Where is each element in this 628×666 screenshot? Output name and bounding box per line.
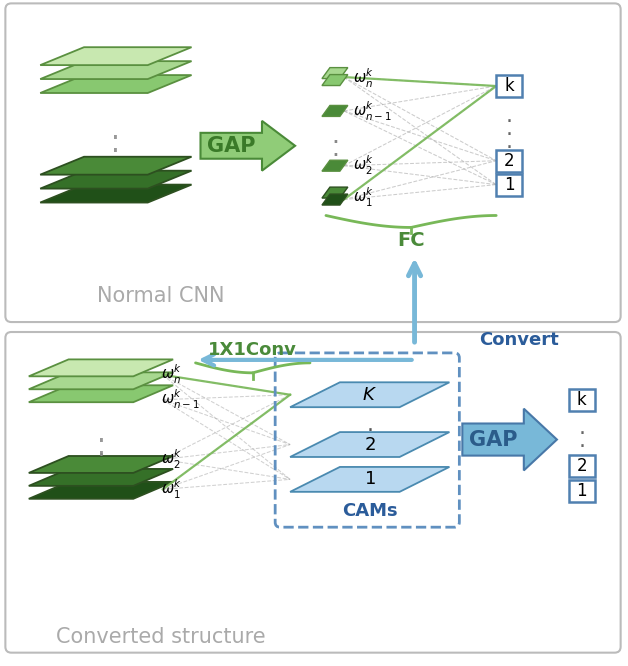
Text: $\omega_{n-1}^k$: $\omega_{n-1}^k$ — [353, 99, 392, 123]
Text: .: . — [578, 418, 585, 438]
FancyBboxPatch shape — [6, 332, 620, 653]
Text: k: k — [504, 77, 514, 95]
Text: .: . — [506, 119, 512, 139]
Polygon shape — [40, 47, 192, 65]
Text: .: . — [111, 117, 121, 145]
Text: $K$: $K$ — [362, 386, 377, 404]
Polygon shape — [29, 386, 173, 402]
Text: Normal CNN: Normal CNN — [97, 286, 224, 306]
Polygon shape — [29, 372, 173, 389]
Polygon shape — [29, 482, 173, 499]
Text: 2: 2 — [577, 458, 587, 476]
Text: .: . — [97, 420, 106, 448]
Text: Converted structure: Converted structure — [56, 627, 266, 647]
Polygon shape — [322, 68, 348, 79]
Text: 1X1Conv: 1X1Conv — [208, 341, 296, 359]
FancyBboxPatch shape — [569, 456, 595, 478]
Text: 1: 1 — [504, 176, 514, 194]
Polygon shape — [40, 184, 192, 202]
Text: $\omega_2^k$: $\omega_2^k$ — [161, 448, 182, 471]
Text: .: . — [97, 432, 106, 460]
Text: GAP: GAP — [469, 430, 517, 450]
Text: .: . — [366, 415, 373, 435]
Text: Convert: Convert — [479, 331, 559, 349]
Polygon shape — [322, 194, 348, 205]
Polygon shape — [40, 170, 192, 188]
Polygon shape — [462, 409, 557, 470]
Text: .: . — [506, 106, 512, 126]
Polygon shape — [40, 61, 192, 79]
FancyBboxPatch shape — [569, 389, 595, 411]
Polygon shape — [322, 105, 348, 117]
Text: $\omega_n^k$: $\omega_n^k$ — [161, 363, 182, 386]
Text: $\omega_1^k$: $\omega_1^k$ — [161, 478, 182, 501]
FancyBboxPatch shape — [569, 480, 595, 502]
Polygon shape — [322, 75, 348, 85]
Text: $1$: $1$ — [364, 470, 376, 488]
Text: .: . — [506, 132, 512, 152]
Text: .: . — [578, 444, 585, 464]
Text: .: . — [578, 430, 585, 451]
Text: k: k — [577, 391, 587, 409]
Polygon shape — [322, 161, 348, 171]
FancyBboxPatch shape — [6, 3, 620, 322]
Text: .: . — [331, 137, 339, 161]
Polygon shape — [290, 432, 450, 457]
Polygon shape — [29, 456, 173, 473]
Polygon shape — [322, 187, 348, 198]
Text: 2: 2 — [504, 152, 514, 170]
Polygon shape — [40, 75, 192, 93]
Text: .: . — [331, 124, 339, 148]
Text: $2$: $2$ — [364, 436, 376, 454]
Text: .: . — [111, 130, 121, 158]
Text: CAMs: CAMs — [342, 502, 398, 520]
Polygon shape — [200, 121, 295, 170]
Polygon shape — [290, 467, 450, 492]
Polygon shape — [290, 382, 450, 407]
Text: $\omega_2^k$: $\omega_2^k$ — [353, 154, 374, 177]
Text: $\omega_n^k$: $\omega_n^k$ — [353, 67, 374, 90]
Text: $\omega_{n-1}^k$: $\omega_{n-1}^k$ — [161, 388, 200, 412]
Text: .: . — [97, 440, 104, 460]
Text: GAP: GAP — [207, 136, 256, 156]
FancyBboxPatch shape — [496, 150, 522, 172]
FancyBboxPatch shape — [496, 75, 522, 97]
Text: $\omega_1^k$: $\omega_1^k$ — [353, 186, 374, 209]
Text: 1: 1 — [577, 482, 587, 500]
Polygon shape — [40, 157, 192, 174]
FancyBboxPatch shape — [496, 174, 522, 196]
Text: FC: FC — [398, 231, 425, 250]
Polygon shape — [29, 469, 173, 486]
Polygon shape — [29, 360, 173, 376]
